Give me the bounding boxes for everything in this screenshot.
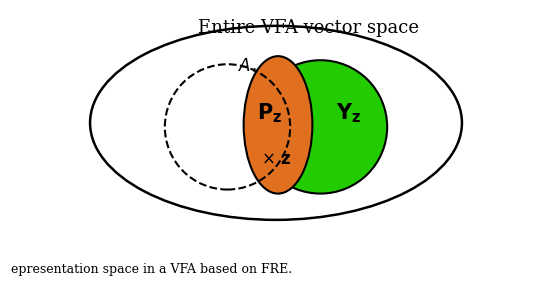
Text: Entire VFA vector space: Entire VFA vector space (198, 19, 419, 37)
Text: $\mathbf{Y_z}$: $\mathbf{Y_z}$ (336, 101, 362, 125)
Text: $\times$ $\mathbf{z}$: $\times$ $\mathbf{z}$ (261, 151, 291, 168)
Text: $\mathbf{P_z}$: $\mathbf{P_z}$ (257, 101, 283, 125)
Ellipse shape (243, 56, 312, 194)
Text: $A_{\circ}$: $A_{\circ}$ (238, 56, 258, 73)
Text: epresentation space in a VFA based on FRE.: epresentation space in a VFA based on FR… (11, 263, 292, 276)
Circle shape (254, 60, 387, 193)
Ellipse shape (90, 26, 462, 220)
